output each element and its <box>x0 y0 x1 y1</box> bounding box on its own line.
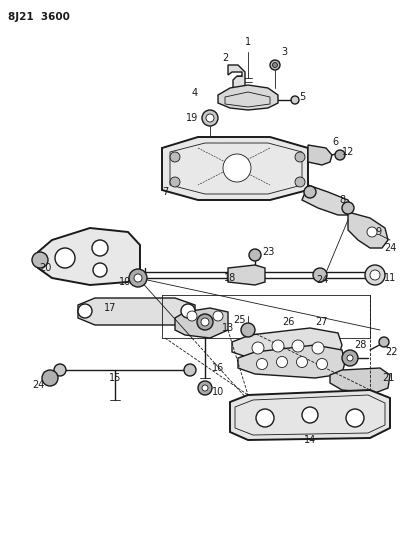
Text: 24: 24 <box>32 380 44 390</box>
Circle shape <box>364 265 384 285</box>
Circle shape <box>170 152 180 162</box>
Text: 14: 14 <box>303 435 315 445</box>
Text: 17: 17 <box>103 303 116 313</box>
Polygon shape <box>301 185 351 215</box>
Text: 16: 16 <box>211 363 224 373</box>
Circle shape <box>186 311 196 321</box>
Circle shape <box>201 110 217 126</box>
Circle shape <box>54 364 66 376</box>
Text: 24: 24 <box>383 243 395 253</box>
Polygon shape <box>231 328 341 362</box>
Circle shape <box>256 359 267 369</box>
Circle shape <box>213 311 223 321</box>
Text: 7: 7 <box>162 187 168 197</box>
Circle shape <box>378 337 388 347</box>
Polygon shape <box>229 390 389 440</box>
Circle shape <box>241 323 254 337</box>
Circle shape <box>93 263 107 277</box>
Circle shape <box>200 318 209 326</box>
Circle shape <box>272 62 277 68</box>
Circle shape <box>92 240 108 256</box>
Text: 1: 1 <box>244 37 251 47</box>
Text: 5: 5 <box>298 92 304 102</box>
Text: 9: 9 <box>374 227 380 237</box>
Circle shape <box>32 252 48 268</box>
Circle shape <box>290 96 298 104</box>
Circle shape <box>294 152 304 162</box>
Text: 18: 18 <box>223 273 235 283</box>
Polygon shape <box>227 265 264 285</box>
Text: 24: 24 <box>315 275 327 285</box>
Circle shape <box>134 274 142 282</box>
Circle shape <box>296 357 307 367</box>
Circle shape <box>255 409 273 427</box>
Polygon shape <box>217 85 277 110</box>
Circle shape <box>303 186 315 198</box>
Circle shape <box>311 342 323 354</box>
Circle shape <box>276 357 287 367</box>
Polygon shape <box>329 368 389 393</box>
Circle shape <box>291 340 303 352</box>
Circle shape <box>184 364 196 376</box>
Text: 26: 26 <box>281 317 294 327</box>
Text: 28: 28 <box>353 340 365 350</box>
Circle shape <box>129 269 147 287</box>
Circle shape <box>205 114 213 122</box>
Circle shape <box>341 202 353 214</box>
Text: 6: 6 <box>331 137 337 147</box>
Text: 8: 8 <box>338 195 344 205</box>
Text: 15: 15 <box>109 373 121 383</box>
Circle shape <box>294 177 304 187</box>
Text: 10: 10 <box>211 387 224 397</box>
Circle shape <box>271 340 283 352</box>
Text: 2: 2 <box>221 53 227 63</box>
Polygon shape <box>38 228 140 285</box>
Text: 12: 12 <box>341 147 353 157</box>
Circle shape <box>198 381 211 395</box>
Circle shape <box>345 409 363 427</box>
Circle shape <box>341 350 357 366</box>
Polygon shape <box>237 345 344 378</box>
Circle shape <box>251 342 263 354</box>
Circle shape <box>223 154 250 182</box>
Polygon shape <box>78 298 194 325</box>
Polygon shape <box>307 145 331 165</box>
Text: 21: 21 <box>381 373 393 383</box>
Circle shape <box>201 385 207 391</box>
Circle shape <box>346 355 352 361</box>
Text: 11: 11 <box>383 273 395 283</box>
Text: 22: 22 <box>385 347 397 357</box>
Circle shape <box>312 268 326 282</box>
Circle shape <box>42 370 58 386</box>
Text: 10: 10 <box>119 277 131 287</box>
Text: 13: 13 <box>221 323 233 333</box>
Circle shape <box>180 304 194 318</box>
Text: 8J21  3600: 8J21 3600 <box>8 12 70 22</box>
Text: 19: 19 <box>185 113 198 123</box>
Circle shape <box>248 249 260 261</box>
Text: 27: 27 <box>315 317 328 327</box>
Circle shape <box>334 150 344 160</box>
Polygon shape <box>162 137 307 200</box>
Circle shape <box>269 60 279 70</box>
Circle shape <box>170 177 180 187</box>
Circle shape <box>316 359 327 369</box>
Text: 20: 20 <box>39 263 51 273</box>
Text: 25: 25 <box>233 315 246 325</box>
Circle shape <box>366 227 376 237</box>
Polygon shape <box>347 212 387 248</box>
Circle shape <box>78 304 92 318</box>
Text: 4: 4 <box>191 88 198 98</box>
Circle shape <box>301 407 317 423</box>
Polygon shape <box>174 308 227 338</box>
Circle shape <box>55 248 75 268</box>
Circle shape <box>196 314 213 330</box>
Circle shape <box>369 270 379 280</box>
Polygon shape <box>227 65 244 90</box>
Text: 3: 3 <box>280 47 286 57</box>
Text: 23: 23 <box>261 247 273 257</box>
